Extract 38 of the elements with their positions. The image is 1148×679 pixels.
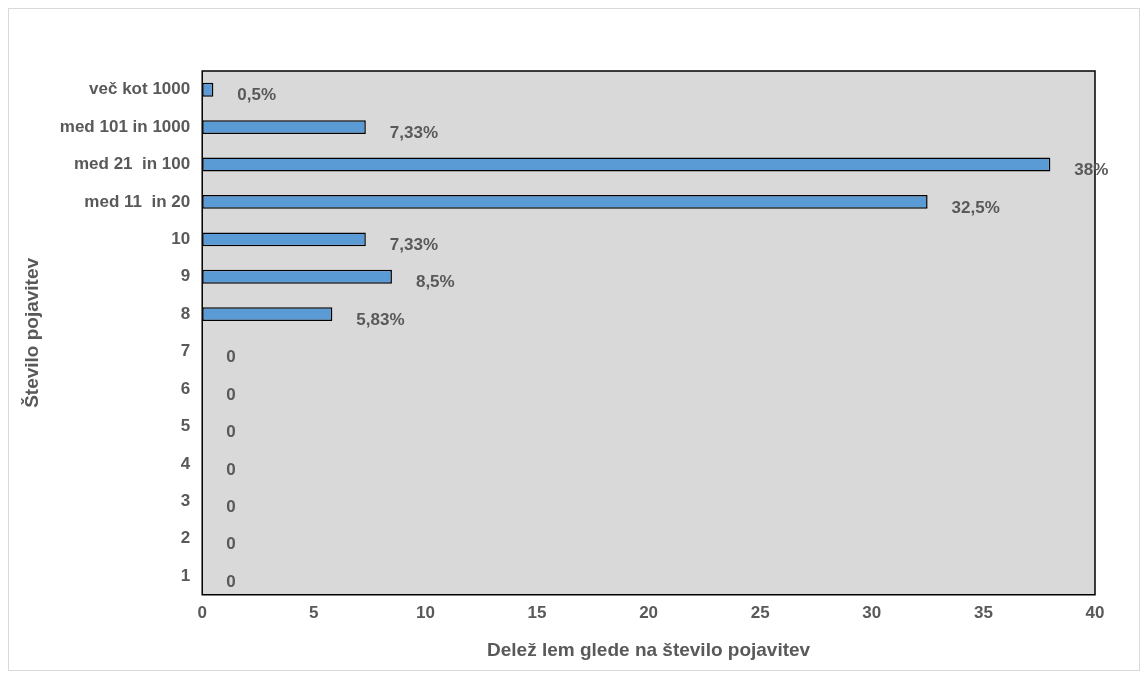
data-label: 0 bbox=[226, 571, 236, 591]
x-tick-label: 15 bbox=[527, 602, 547, 622]
x-tick-label: 30 bbox=[862, 602, 882, 622]
data-label: 0 bbox=[226, 459, 236, 479]
x-tick-label: 0 bbox=[197, 602, 207, 622]
y-tick-label: med 101 in 1000 bbox=[59, 116, 191, 136]
data-label: 32,5% bbox=[951, 197, 1000, 217]
y-tick-label: 8 bbox=[180, 303, 191, 323]
x-axis-title: Delež lem glede na število pojavitev bbox=[487, 638, 811, 660]
y-tick-label: več kot 1000 bbox=[89, 79, 191, 99]
x-tick-label: 25 bbox=[750, 602, 770, 622]
x-tick-label: 40 bbox=[1085, 602, 1105, 622]
x-tick-label: 35 bbox=[973, 602, 993, 622]
data-label: 7,33% bbox=[389, 122, 439, 142]
x-tick-label: 10 bbox=[415, 602, 435, 622]
y-tick-label: 4 bbox=[180, 453, 191, 473]
y-tick-label: 10 bbox=[171, 229, 191, 249]
y-tick-label: 3 bbox=[180, 490, 191, 510]
y-tick-label: 6 bbox=[180, 378, 191, 398]
data-label: 0 bbox=[226, 422, 236, 442]
y-tick-label: 1 bbox=[180, 565, 191, 585]
y-tick-label: 9 bbox=[180, 266, 191, 286]
y-tick-label: 2 bbox=[180, 528, 191, 548]
data-label: 5,83% bbox=[356, 309, 405, 329]
data-label: 7,33% bbox=[389, 235, 439, 255]
data-label: 0 bbox=[226, 496, 236, 516]
data-label: 8,5% bbox=[415, 272, 455, 292]
x-tick-label: 5 bbox=[309, 602, 319, 622]
data-label: 0 bbox=[226, 384, 236, 404]
y-axis-title: Število pojavitev bbox=[20, 257, 42, 408]
y-tick-label: med 21 in 100 bbox=[73, 154, 191, 174]
data-label: 0 bbox=[226, 534, 236, 554]
y-tick-label: med 11 in 20 bbox=[84, 191, 191, 211]
data-label: 0 bbox=[226, 347, 236, 367]
y-tick-label: 7 bbox=[180, 341, 191, 361]
x-tick-label: 20 bbox=[639, 602, 659, 622]
data-label: 0,5% bbox=[237, 85, 277, 105]
y-tick-label: 5 bbox=[180, 416, 191, 436]
